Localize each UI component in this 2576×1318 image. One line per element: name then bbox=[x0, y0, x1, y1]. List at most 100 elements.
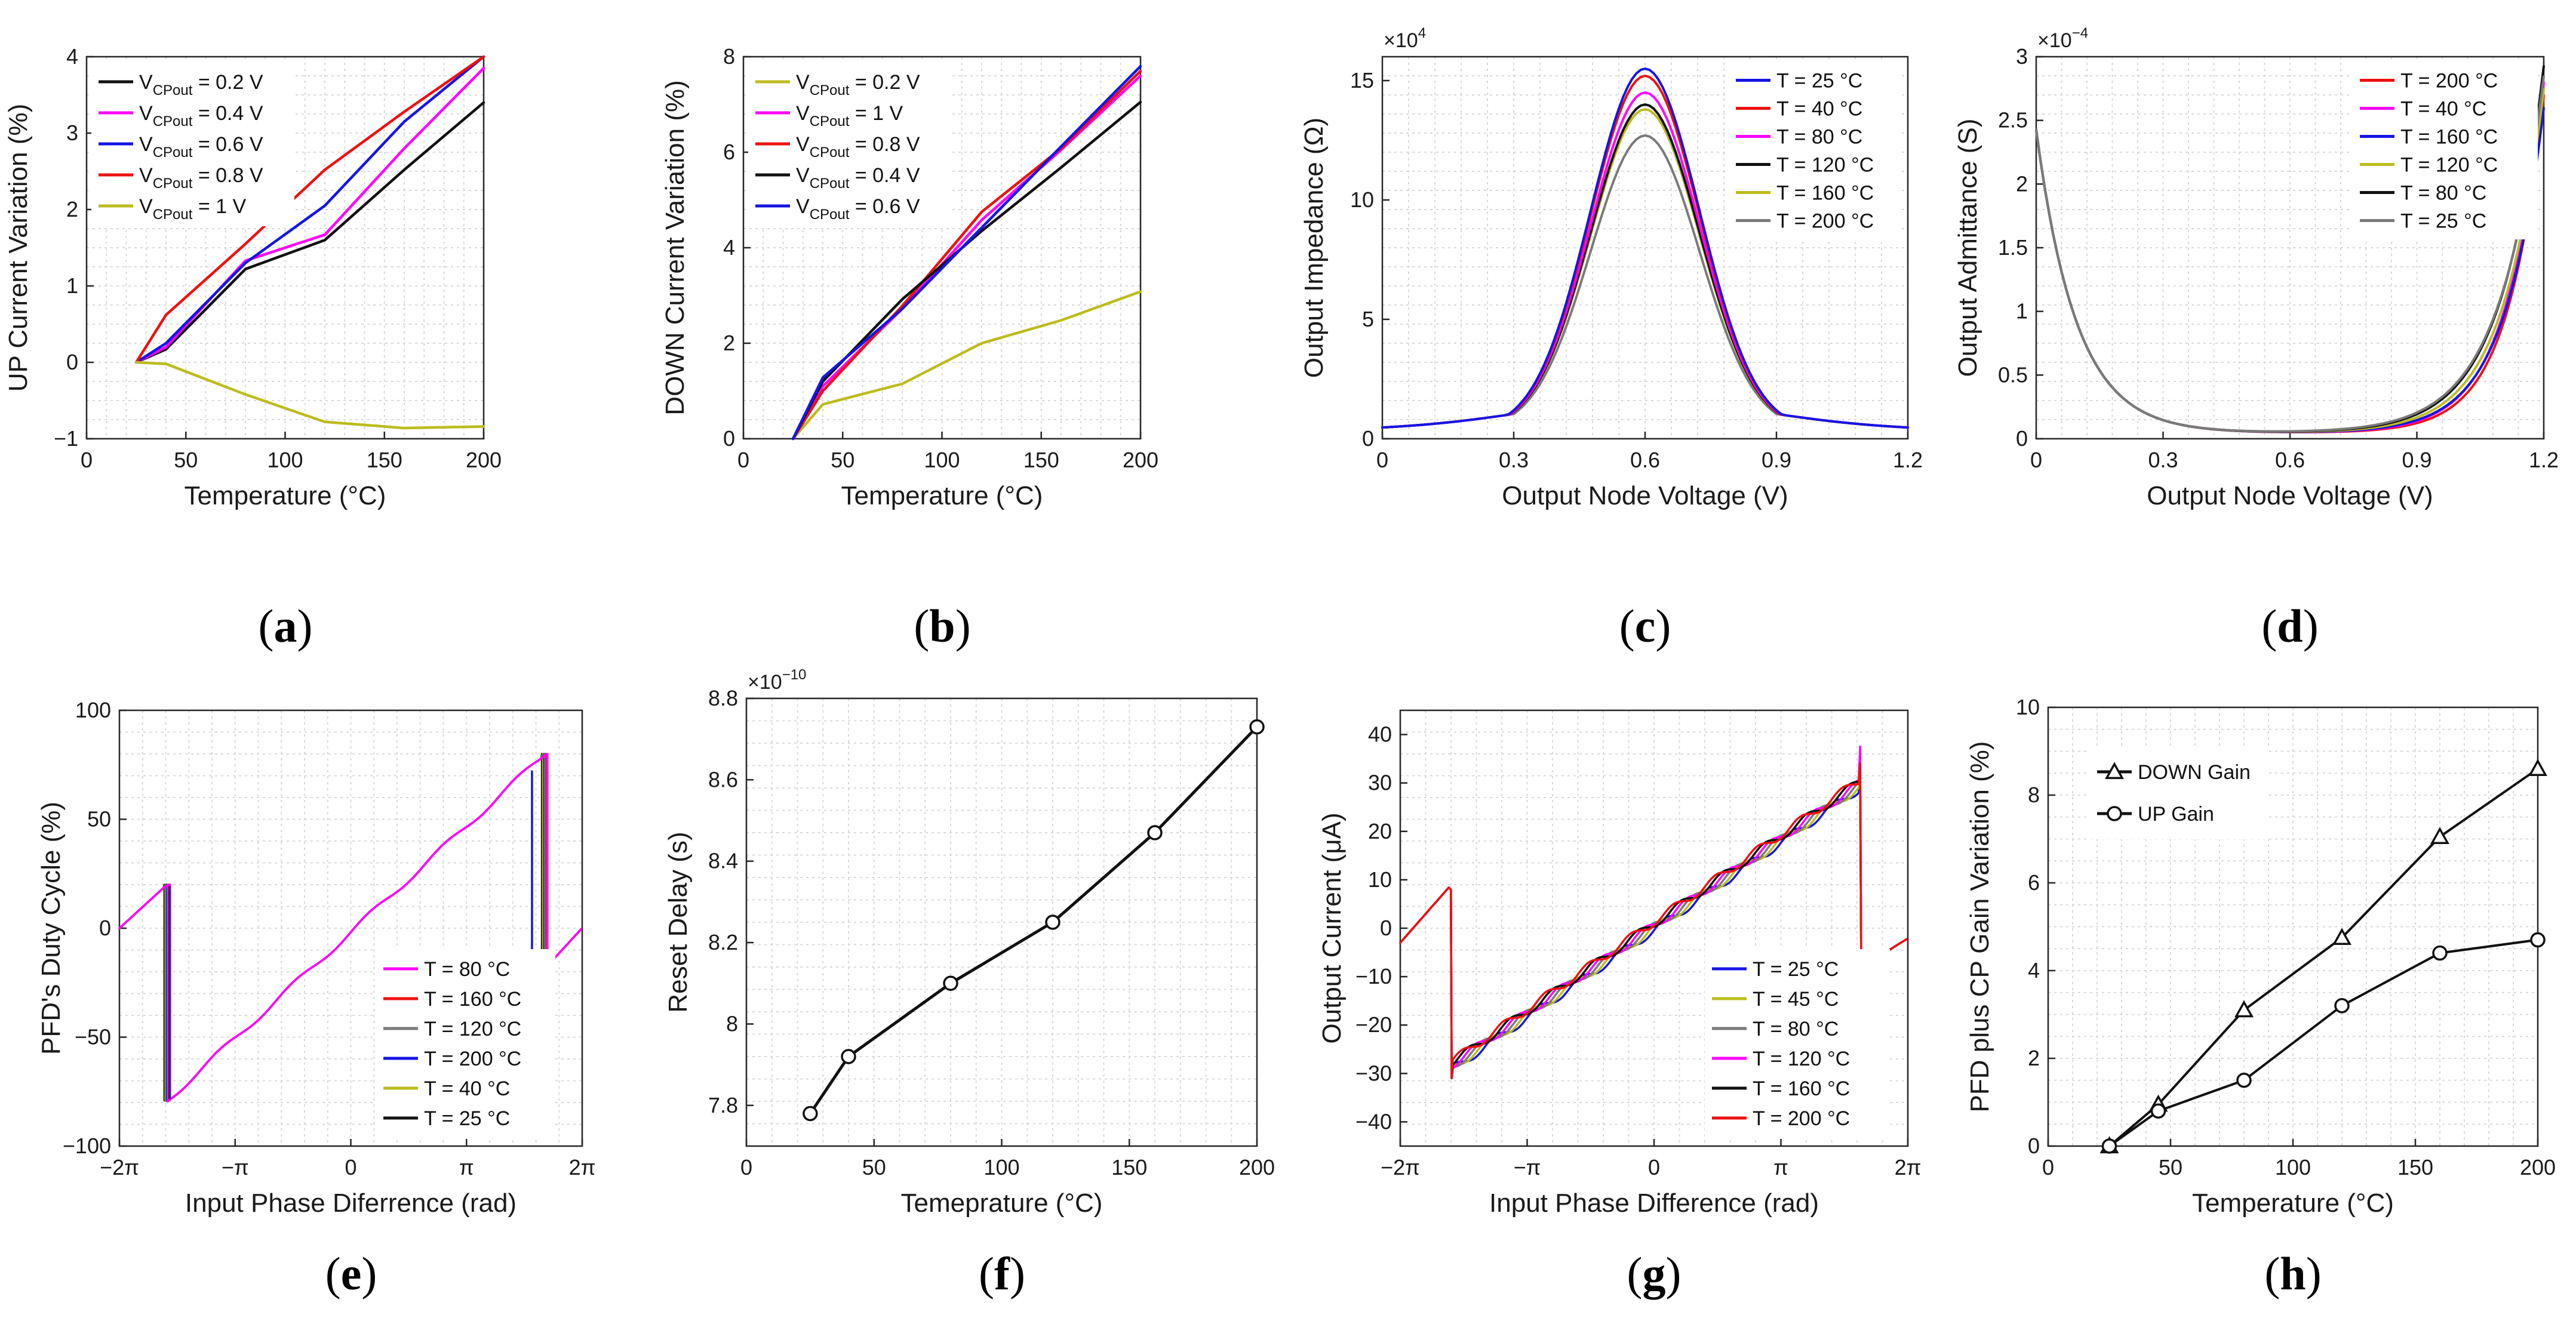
axis-exponent: ×104 bbox=[1384, 25, 1426, 52]
legend-entry: T = 200 °C bbox=[1753, 1107, 1850, 1130]
legend-entry: T = 25 °C bbox=[2400, 210, 2486, 233]
panel-caption-letter: e bbox=[341, 1248, 362, 1299]
y-tick-label: 40 bbox=[1368, 722, 1392, 747]
series-line bbox=[809, 725, 1259, 1115]
panel-caption-c: (c) bbox=[1619, 600, 1671, 652]
legend-subscript: CPout bbox=[153, 207, 193, 223]
legend-subscript: CPout bbox=[153, 113, 193, 130]
y-tick-label: 8 bbox=[2028, 783, 2040, 807]
x-tick-label: 0.9 bbox=[2402, 448, 2431, 472]
x-tick-label: 0 bbox=[2030, 448, 2042, 472]
legend-entry: T = 40 °C bbox=[2400, 98, 2486, 121]
legend-entry: T = 45 °C bbox=[1753, 988, 1839, 1011]
x-tick-label: −π bbox=[1514, 1155, 1541, 1180]
panel-caption-letter: c bbox=[1635, 600, 1656, 652]
legend-entry: T = 120 °C bbox=[1776, 154, 1874, 177]
x-tick-label: 100 bbox=[983, 1155, 1019, 1180]
y-tick-label: −40 bbox=[1355, 1109, 1392, 1134]
legend-label: T = 120 °C bbox=[1776, 154, 1874, 177]
legend-label: V bbox=[139, 195, 153, 218]
y-axis-label: UP Current Variation (%) bbox=[4, 104, 33, 392]
y-tick-label: 2 bbox=[723, 331, 735, 355]
series-line bbox=[2035, 75, 2545, 433]
axis-exponent: ×10−4 bbox=[2037, 25, 2088, 52]
y-axis-label: Output Impedance (Ω) bbox=[1299, 118, 1329, 378]
y-tick-label: 8 bbox=[726, 1011, 738, 1036]
data-point-circle bbox=[2334, 998, 2350, 1014]
legend-suffix: = 0.4 V bbox=[849, 164, 920, 187]
legend-entry: T = 120 °C bbox=[1753, 1048, 1850, 1070]
x-axis-label: Temperature (°C) bbox=[185, 481, 386, 510]
y-tick-label: −20 bbox=[1355, 1012, 1392, 1037]
legend-subscript: CPout bbox=[810, 175, 850, 192]
legend-label: T = 120 °C bbox=[1753, 1048, 1850, 1070]
panel-h: 0 50 100 150 200 0 2 4 6 8 10 Temperature (°C) PFD p… bbox=[1965, 695, 2556, 1299]
legend-entry: UP Gain bbox=[2138, 803, 2214, 826]
x-axis-label: Output Node Voltage (V) bbox=[2147, 481, 2433, 510]
data-point-circle bbox=[2107, 806, 2122, 821]
panel-caption-a: (a) bbox=[259, 600, 313, 652]
y-tick-label: 10 bbox=[2016, 695, 2040, 719]
y-tick-label: 3 bbox=[66, 121, 78, 145]
series-line bbox=[1381, 67, 1909, 429]
panel-d: 0 0.3 0.6 0.9 1.2 0 0.5 1 1.5 2 2.5 3 Output Node Vo… bbox=[1953, 25, 2559, 652]
axis-exponent: ×10−10 bbox=[748, 667, 806, 694]
legend-label: V bbox=[796, 164, 810, 187]
y-tick-label: 8.4 bbox=[708, 849, 738, 873]
legend-label: V bbox=[139, 102, 153, 125]
y-tick-label: 8 bbox=[723, 44, 735, 69]
legend-suffix: = 0.6 V bbox=[192, 133, 263, 156]
legend-subscript: CPout bbox=[810, 113, 850, 130]
legend-subscript: CPout bbox=[810, 82, 850, 98]
legend-suffix: = 1 V bbox=[192, 195, 246, 218]
legend-entry: T = 160 °C bbox=[424, 988, 521, 1011]
legend-label: T = 40 °C bbox=[424, 1077, 510, 1100]
x-tick-label: 200 bbox=[466, 448, 502, 472]
y-tick-label: 2 bbox=[66, 197, 78, 221]
panel-caption-h: (h) bbox=[2264, 1248, 2321, 1299]
y-tick-label: 2 bbox=[2028, 1046, 2040, 1070]
legend-entry: T = 80 °C bbox=[1776, 126, 1862, 149]
y-tick-label: 10 bbox=[1368, 867, 1392, 892]
data-point-circle bbox=[803, 1105, 818, 1122]
y-tick-label: −10 bbox=[1355, 964, 1392, 989]
legend-label: V bbox=[796, 195, 810, 218]
panel-b: 0 50 100 150 200 0 2 4 6 8 Temperature (°C) DOWN Cu… bbox=[660, 44, 1158, 652]
series-line bbox=[791, 290, 1142, 441]
legend-label: T = 80 °C bbox=[424, 958, 510, 981]
x-tick-label: 2π bbox=[1895, 1155, 1922, 1180]
y-tick-label: 5 bbox=[1362, 307, 1374, 331]
legend-label: T = 80 °C bbox=[2400, 182, 2486, 205]
panel-caption-e: (e) bbox=[325, 1248, 377, 1299]
y-tick-label: 2.5 bbox=[1998, 108, 2028, 133]
data-point-circle bbox=[943, 975, 958, 991]
y-tick-label: 0 bbox=[2016, 426, 2028, 451]
data-point-circle bbox=[1249, 719, 1265, 735]
legend-entry: T = 40 °C bbox=[1776, 98, 1862, 121]
y-axis-label: Output Admittance (S) bbox=[1953, 119, 1982, 377]
legend-label: T = 40 °C bbox=[2400, 98, 2486, 121]
y-tick-label: 6 bbox=[2028, 870, 2040, 895]
legend-entry: VCPout = 0.2 V bbox=[796, 71, 920, 98]
legend-entry: VCPout = 0.8 V bbox=[139, 164, 263, 192]
legend-entry: VCPout = 0.4 V bbox=[796, 164, 920, 192]
data-point-circle bbox=[2530, 932, 2546, 948]
series-line bbox=[2108, 938, 2539, 1147]
x-tick-label: 50 bbox=[174, 448, 198, 472]
legend-label: V bbox=[139, 71, 153, 94]
legend-label: V bbox=[139, 133, 153, 156]
x-tick-label: 100 bbox=[267, 448, 303, 472]
data-point-circle bbox=[841, 1049, 856, 1064]
x-tick-label: 200 bbox=[2520, 1155, 2556, 1180]
series-line bbox=[134, 361, 485, 430]
legend-label: T = 200 °C bbox=[1776, 210, 1874, 233]
panel-caption-b: (b) bbox=[914, 600, 970, 652]
y-tick-label: 0 bbox=[99, 916, 111, 940]
legend-label: T = 80 °C bbox=[1776, 126, 1862, 149]
x-tick-label: 0 bbox=[345, 1155, 356, 1180]
grid-d bbox=[2036, 57, 2544, 439]
legend-box bbox=[2090, 746, 2269, 839]
x-tick-label: 0 bbox=[1648, 1155, 1660, 1180]
x-axis-label: Temperature (°C) bbox=[841, 481, 1043, 510]
